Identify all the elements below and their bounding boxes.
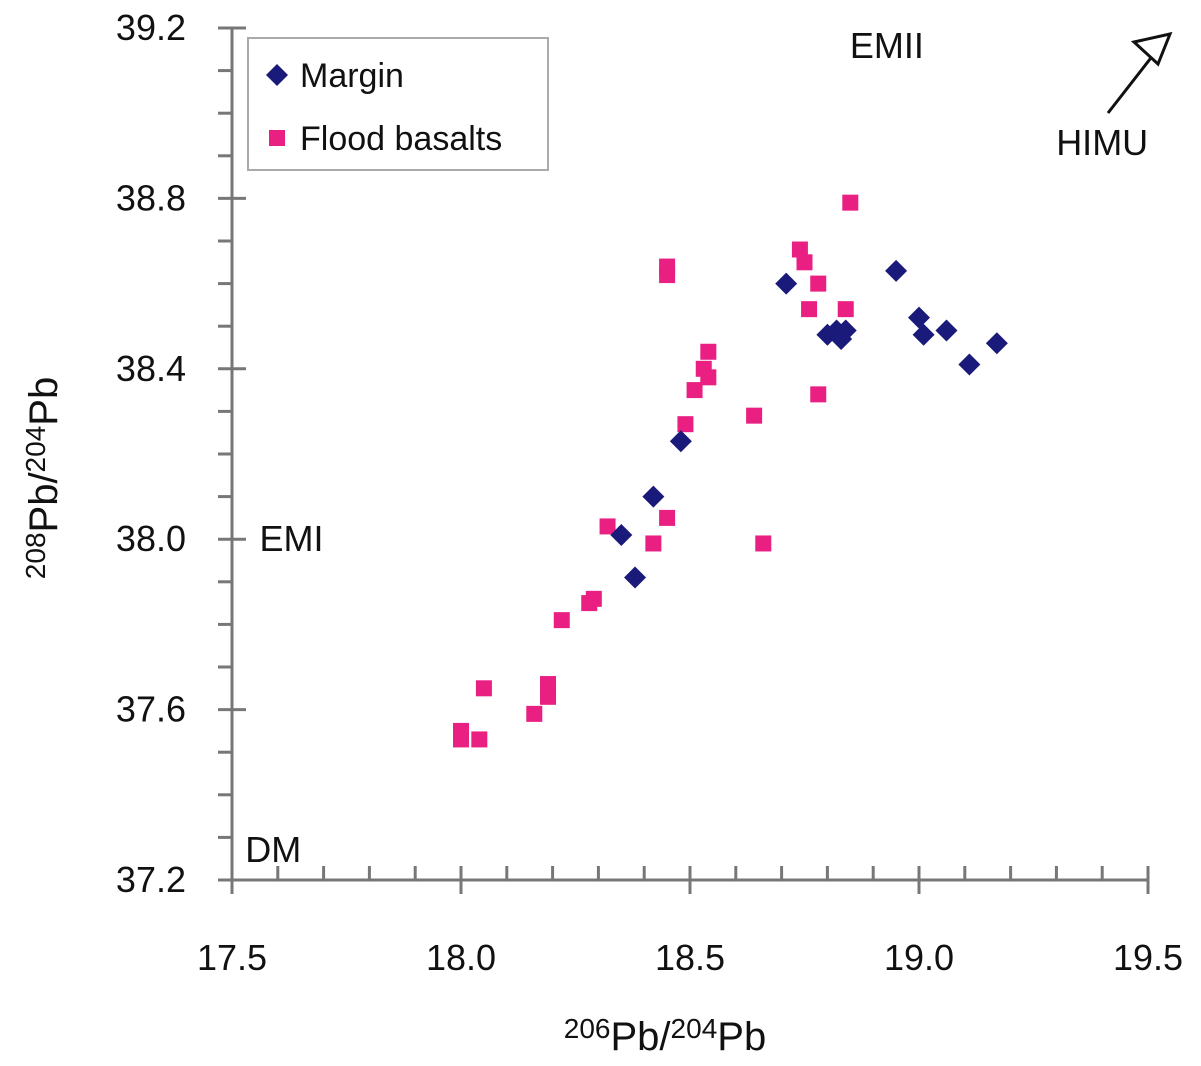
y-tick-label: 38.4 <box>116 348 186 389</box>
annotations: EMII HIMU EMI DM <box>245 25 1148 870</box>
y-tick-label: 39.2 <box>116 7 186 48</box>
legend-label: Margin <box>300 57 404 95</box>
margin-point <box>834 319 857 342</box>
arrow-icon <box>1106 31 1173 114</box>
flood-basalt-point <box>801 301 818 318</box>
axes: 37.2 37.6 38.0 38.4 38.8 39.2 17.5 18.0 18.5 19.0… <box>20 7 1183 1059</box>
flood-basalt-point <box>540 676 557 693</box>
x-tick-label: 18.0 <box>426 937 496 978</box>
flood-basalt-point <box>659 509 676 526</box>
annotation-dm: DM <box>245 829 301 870</box>
flood-basalt-point <box>585 590 602 607</box>
y-tick-label: 37.6 <box>116 689 186 730</box>
flood-basalt-point <box>599 518 616 535</box>
legend-label: Flood basalts <box>300 120 502 158</box>
axis-title-part: Pb <box>22 377 66 426</box>
flood-basalt-point <box>475 680 492 697</box>
y-axis-title: 208Pb/204Pb <box>20 377 66 579</box>
y-tick-label: 38.0 <box>116 518 186 559</box>
margin-point <box>669 430 692 453</box>
flood-basalt-point <box>540 688 557 705</box>
annotation-emii: EMII <box>850 25 924 66</box>
flood-basalt-point <box>553 612 570 629</box>
x-tick-label: 19.5 <box>1113 937 1183 978</box>
flood-basalt-point <box>526 705 543 722</box>
annotation-himu: HIMU <box>1056 122 1148 163</box>
margin-point <box>912 323 935 346</box>
x-tick-label: 18.5 <box>655 937 725 978</box>
axis-title-part: Pb <box>717 1015 766 1059</box>
flood-basalt-point <box>796 254 813 271</box>
flood-basalt-point <box>842 194 859 211</box>
flood-basalt-point <box>659 258 676 275</box>
y-tick-label: 37.2 <box>116 859 186 900</box>
margin-point <box>642 485 665 508</box>
flood-basalt-point <box>746 407 763 424</box>
flood-basalt-point <box>837 301 854 318</box>
axis-title-superscript: 206 <box>564 1013 611 1044</box>
flood-basalt-point <box>810 386 827 403</box>
margin-point <box>775 272 798 295</box>
flood-basalt-point <box>700 369 717 386</box>
x-axis-title: 206Pb/204Pb <box>564 1013 766 1059</box>
axis-title-superscript: 204 <box>671 1013 718 1044</box>
flood-basalt-point <box>810 275 827 292</box>
axis-title-part: Pb/ <box>22 472 66 533</box>
flood-basalt-point <box>645 535 662 552</box>
axis-title-superscript: 204 <box>20 426 51 473</box>
margin-point <box>624 566 647 589</box>
margin-point <box>958 353 981 376</box>
annotation-emi: EMI <box>260 518 324 559</box>
margin-point <box>610 523 633 546</box>
margin-point <box>908 306 930 329</box>
flood-basalt-point <box>791 241 808 258</box>
margin-point <box>935 319 958 342</box>
flood-basalt-point <box>677 416 694 433</box>
y-tick-label: 38.8 <box>116 177 186 218</box>
x-tick-label: 17.5 <box>197 937 267 978</box>
flood-basalt-point <box>471 731 488 748</box>
margin-point <box>985 332 1008 355</box>
margin-point <box>885 259 908 282</box>
axis-title-part: Pb/ <box>611 1015 672 1059</box>
x-tick-label: 19.0 <box>884 937 954 978</box>
flood-basalt-point <box>700 343 717 360</box>
axis-title-superscript: 208 <box>20 532 51 579</box>
legend-diamond-icon <box>266 64 288 86</box>
arrow-head <box>1130 31 1173 67</box>
flood-basalt-point <box>686 382 703 399</box>
flood-basalt-point <box>755 535 772 552</box>
legend-square-icon <box>269 130 285 146</box>
legend: Margin Flood basalts <box>247 37 549 171</box>
legend-box <box>247 37 549 171</box>
data-points <box>453 194 1008 748</box>
flood-basalt-point <box>453 722 469 739</box>
